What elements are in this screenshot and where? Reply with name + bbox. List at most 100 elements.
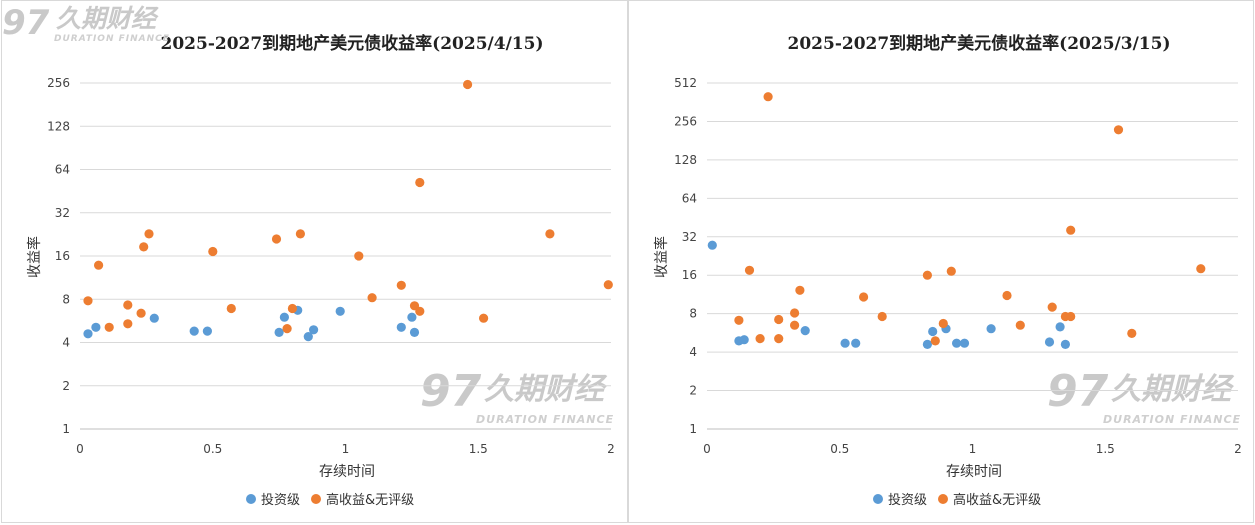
point-high-yield xyxy=(774,314,784,325)
y-tick-label: 16 xyxy=(55,249,70,263)
point-high-yield xyxy=(479,313,489,323)
point-invest-grade xyxy=(840,338,850,348)
x-tick-label: 0 xyxy=(76,442,84,456)
point-invest-grade xyxy=(335,306,345,316)
point-invest-grade xyxy=(922,339,932,349)
point-invest-grade xyxy=(959,338,970,348)
y-tick-label: 32 xyxy=(682,230,697,244)
point-high-yield xyxy=(1066,311,1076,322)
point-high-yield xyxy=(790,308,800,318)
point-high-yield xyxy=(938,318,948,329)
point-invest-grade xyxy=(707,240,717,250)
point-invest-grade xyxy=(407,312,417,322)
point-high-yield xyxy=(415,177,425,188)
point-high-yield xyxy=(295,229,305,239)
y-tick-label: 16 xyxy=(682,268,697,282)
point-invest-grade xyxy=(928,326,938,337)
point-high-yield xyxy=(1047,302,1057,312)
y-tick-label: 128 xyxy=(674,153,697,167)
x-tick-label: 0.5 xyxy=(203,442,222,456)
watermark-logo: 97 久期财经 DURATION FINANCE xyxy=(420,366,614,426)
point-invest-grade xyxy=(800,326,810,336)
x-tick-label: 2 xyxy=(1234,442,1242,456)
point-invest-grade xyxy=(303,332,313,342)
x-axis-label: 存续时间 xyxy=(946,463,1002,480)
watermark-en-text: DURATION FINANCE xyxy=(1103,413,1241,426)
y-tick-label: 512 xyxy=(674,76,697,90)
y-tick-label: 128 xyxy=(47,119,70,133)
legend-label-high-yield: 高收益&无评级 xyxy=(953,492,1041,508)
point-high-yield xyxy=(1066,225,1076,235)
point-high-yield xyxy=(139,242,149,252)
point-invest-grade xyxy=(1055,322,1065,332)
point-invest-grade xyxy=(1060,339,1070,349)
point-high-yield xyxy=(94,260,104,270)
y-tick-label: 8 xyxy=(689,307,697,321)
point-high-yield xyxy=(1113,125,1124,135)
point-invest-grade xyxy=(739,335,749,345)
point-high-yield xyxy=(83,296,93,306)
y-axis-label: 收益率 xyxy=(653,236,670,278)
point-high-yield xyxy=(763,92,773,102)
point-high-yield xyxy=(1196,264,1206,274)
y-axis-label: 收益率 xyxy=(26,236,43,278)
corner-brand-logo: 97 久期财经 DURATION FINANCE xyxy=(2,3,169,44)
point-high-yield xyxy=(282,324,292,334)
legend-label-high-yield: 高收益&无评级 xyxy=(326,492,414,508)
chart-panel-right: 97 久期财经 DURATION FINANCE 1 2 4 8 16 32 64 128 25… xyxy=(628,0,1254,523)
scatter-chart-2025-04-15: 97 久期财经 DURATION FINANCE 1 2 4 8 16 32 64 128 25… xyxy=(26,33,615,508)
scatter-chart-2025-03-15: 97 久期财经 DURATION FINANCE 124816326412825… xyxy=(653,33,1242,508)
watermark-cn-text: 久期财经 xyxy=(1111,372,1235,407)
legend-label-invest: 投资级 xyxy=(261,492,300,508)
watermark-logo-mark: 97 xyxy=(1047,366,1109,417)
chart-panel-left: 97 久期财经 DURATION FINANCE 1 2 4 8 16 32 64 128 25… xyxy=(1,0,628,523)
point-high-yield xyxy=(790,320,800,330)
y-tick-label: 4 xyxy=(689,345,697,359)
point-high-yield xyxy=(104,322,114,332)
point-high-yield xyxy=(367,293,377,303)
point-high-yield xyxy=(930,336,940,346)
corner-logo-mark: 97 xyxy=(2,3,50,43)
point-invest-grade xyxy=(1044,337,1055,347)
point-high-yield xyxy=(354,251,364,261)
legend-label-invest: 投资级 xyxy=(888,492,927,508)
point-high-yield xyxy=(603,280,613,290)
y-tick-label: 64 xyxy=(682,191,697,205)
watermark-logo-mark: 97 xyxy=(420,366,482,417)
point-invest-grade xyxy=(396,322,406,332)
point-high-yield xyxy=(545,229,555,239)
legend-marker-high-yield xyxy=(938,494,948,504)
y-tick-label: 4 xyxy=(62,336,70,350)
y-tick-label: 64 xyxy=(55,163,70,177)
y-tick-label: 8 xyxy=(62,292,70,306)
x-tick-label: 1 xyxy=(342,442,350,456)
point-invest-grade xyxy=(274,327,284,337)
y-tick-label: 2 xyxy=(689,384,697,398)
legend-marker-invest xyxy=(873,494,883,504)
x-tick-label: 1 xyxy=(969,442,977,456)
point-high-yield xyxy=(744,265,755,275)
y-tick-label: 1 xyxy=(62,422,70,436)
chart-title: 2025-2027到期地产美元债收益率(2025/3/15) xyxy=(788,33,1171,54)
point-high-yield xyxy=(859,292,869,302)
point-high-yield xyxy=(208,246,218,257)
point-invest-grade xyxy=(189,326,199,336)
x-axis-label: 存续时间 xyxy=(319,463,375,480)
x-tick-label: 1.5 xyxy=(469,442,488,456)
point-invest-grade xyxy=(149,313,159,323)
point-high-yield xyxy=(922,270,932,280)
legend-marker-invest xyxy=(246,494,256,504)
y-tick-label: 1 xyxy=(689,422,697,436)
watermark-cn-text: 久期财经 xyxy=(484,372,608,407)
y-tick-label: 256 xyxy=(674,114,697,128)
point-high-yield xyxy=(734,315,744,325)
watermark-en-text: DURATION FINANCE xyxy=(476,413,614,426)
point-high-yield xyxy=(1015,320,1025,330)
point-invest-grade xyxy=(409,327,420,337)
point-high-yield xyxy=(271,234,282,244)
point-invest-grade xyxy=(279,312,289,322)
chart-title: 2025-2027到期地产美元债收益率(2025/4/15) xyxy=(161,33,544,54)
point-high-yield xyxy=(774,334,784,344)
point-high-yield xyxy=(226,303,236,314)
point-high-yield xyxy=(795,285,805,295)
